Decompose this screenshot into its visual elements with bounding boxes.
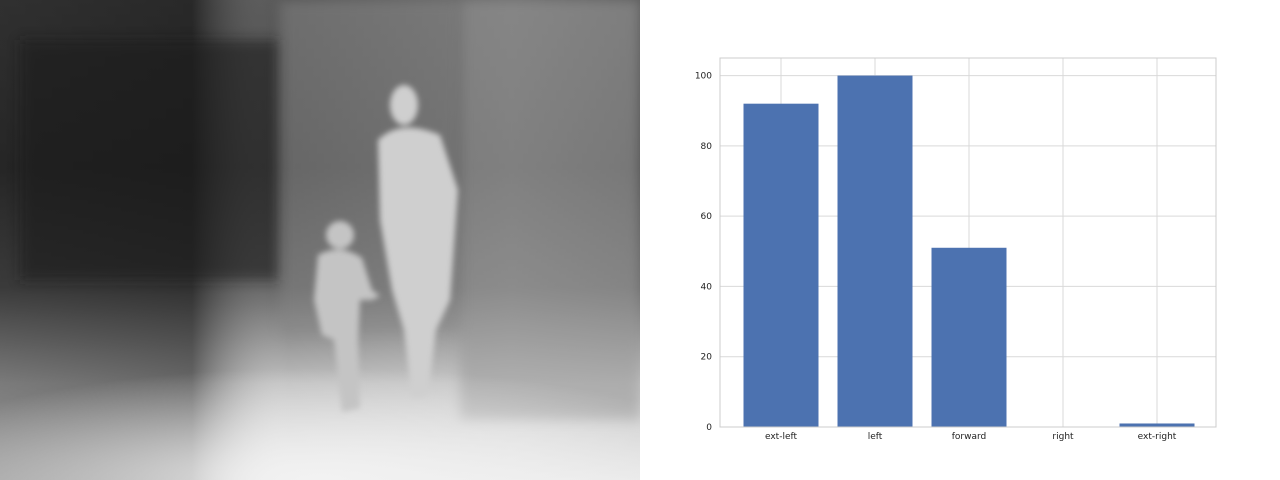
- depth-map-svg: [0, 0, 640, 480]
- y-tick-label: 100: [695, 72, 712, 82]
- x-tick-label: left: [868, 432, 883, 442]
- y-tick-label: 20: [701, 353, 713, 363]
- x-tick-label: forward: [952, 432, 987, 442]
- plot-frame: [719, 57, 1217, 428]
- bar-left: [837, 75, 913, 428]
- depth-map-image: [0, 0, 640, 480]
- y-tick-label: 0: [706, 423, 712, 433]
- bar-chart: 0 20 40 60 80 100 ext-left left forward right ext-…: [695, 57, 1217, 442]
- y-tick-label: 60: [701, 212, 713, 222]
- x-tick-label: right: [1052, 432, 1074, 442]
- bar-ext-right: [1119, 423, 1195, 427]
- y-tick-label: 80: [701, 142, 713, 152]
- chart-panel: 0 20 40 60 80 100 ext-left left forward right ext-…: [640, 0, 1280, 480]
- y-tick-label: 40: [701, 282, 713, 292]
- x-tick-label: ext-right: [1138, 432, 1177, 442]
- tick-layer: 0 20 40 60 80 100 ext-left left forward right ext-…: [695, 72, 1177, 442]
- bar-ext-left: [743, 103, 819, 427]
- x-tick-label: ext-left: [765, 432, 798, 442]
- bar-forward: [931, 247, 1007, 427]
- bar-layer: [743, 75, 1195, 428]
